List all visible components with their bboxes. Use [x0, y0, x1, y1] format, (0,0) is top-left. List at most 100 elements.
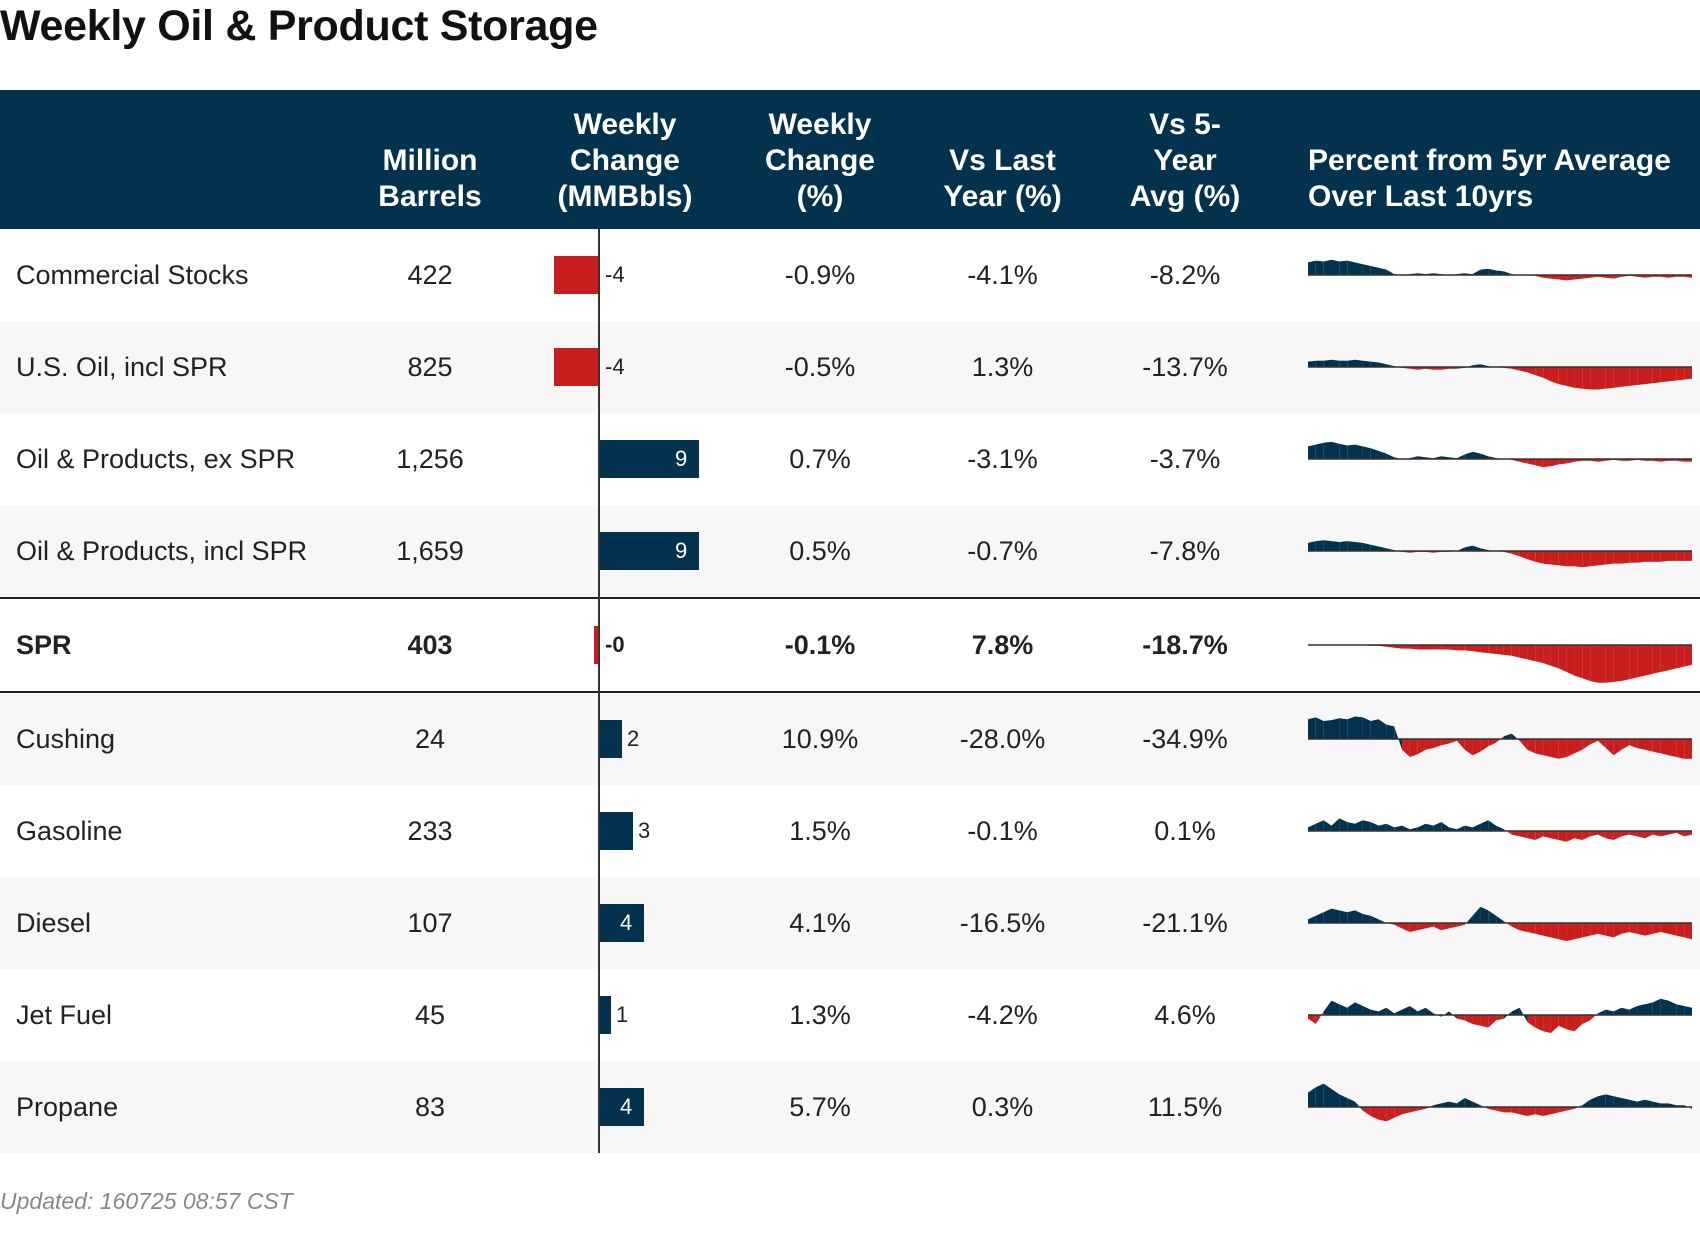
sparkline-segment: [1378, 719, 1387, 739]
sparkline-segment: [1323, 1000, 1332, 1015]
sparkline-segment: [1472, 1015, 1481, 1026]
sparkline-segment: [1331, 541, 1340, 551]
weekly-change-bar: [594, 626, 598, 664]
weekly-change-bar: [554, 256, 598, 294]
sparkline-segment: [1456, 645, 1465, 651]
sparkline-segment: [1519, 645, 1528, 660]
storage-table: Million Barrels Weekly Change (MMBbls) W…: [0, 90, 1700, 1153]
sparkline-chart: [1308, 540, 1692, 568]
weekly-change-label: -4: [605, 354, 625, 379]
sparkline-segment: [1347, 1002, 1356, 1015]
sparkline-segment: [1550, 551, 1559, 566]
sparkline-segment: [1597, 645, 1606, 683]
sparkline-segment: [1331, 441, 1340, 459]
sparkline-segment: [1339, 818, 1348, 831]
sparkline-segment: [1323, 1083, 1332, 1107]
row-barrels: 403: [407, 630, 453, 660]
sparkline-segment: [1402, 825, 1410, 831]
sparkline-segment: [1676, 923, 1685, 938]
sparkline-segment: [1684, 367, 1692, 380]
sparkline-segment: [1394, 1009, 1403, 1015]
sparkline-segment: [1637, 923, 1645, 936]
sparkline-segment: [1676, 551, 1685, 561]
sparkline-segment: [1488, 1107, 1497, 1111]
row-vs-5yr: 11.5%: [1147, 1092, 1223, 1122]
row-vs-5yr: -34.9%: [1142, 724, 1228, 754]
sparkline-segment: [1308, 1087, 1316, 1107]
sparkline-segment: [1574, 923, 1583, 940]
sparkline-segment: [1308, 541, 1316, 551]
sparkline-segment: [1574, 645, 1583, 679]
sparkline-segment: [1597, 1094, 1606, 1107]
sparkline-segment: [1652, 923, 1661, 934]
sparkline-segment: [1456, 739, 1465, 750]
sparkline-segment: [1308, 1015, 1316, 1024]
sparkline-chart: [1308, 359, 1692, 390]
sparkline-segment: [1582, 1015, 1591, 1024]
row-vs-5yr: 0.1%: [1154, 816, 1216, 846]
sparkline-segment: [1597, 739, 1606, 748]
sparkline-segment: [1590, 739, 1598, 745]
sparkline-segment: [1464, 825, 1473, 831]
sparkline-segment: [1511, 367, 1520, 371]
bar-zero-axis: [598, 229, 600, 1153]
row-name: U.S. Oil, incl SPR: [16, 352, 228, 382]
row-barrels: 45: [414, 1000, 446, 1030]
row-vs-5yr: -21.1%: [1142, 908, 1228, 938]
sparkline-segment: [1629, 551, 1638, 563]
weekly-change-bar: [600, 440, 699, 478]
sparkline-segment: [1472, 645, 1481, 653]
weekly-change-label: 4: [620, 910, 633, 935]
sparkline-segment: [1378, 546, 1387, 551]
sparkline-segment: [1637, 831, 1645, 839]
sparkline-segment: [1543, 1015, 1551, 1033]
row-vs-last-year: -0.1%: [967, 816, 1038, 846]
row-change-pct: 10.9%: [781, 724, 859, 754]
row-vs-last-year: -3.1%: [967, 444, 1038, 474]
sparkline-segment: [1355, 542, 1363, 551]
sparkline-segment: [1503, 921, 1512, 927]
sparkline-segment: [1362, 820, 1371, 831]
sparkline-segment: [1519, 739, 1528, 750]
sparkline-segment: [1394, 825, 1403, 831]
sparkline-segment: [1355, 359, 1363, 367]
sparkline-segment: [1394, 645, 1403, 649]
sparkline-segment: [1621, 923, 1630, 934]
sparkline-segment: [1394, 923, 1403, 929]
sparkline-segment: [1370, 1009, 1379, 1015]
sparkline-segment: [1535, 645, 1544, 663]
sparkline-segment: [1449, 645, 1457, 651]
row-vs-5yr: -3.7%: [1149, 444, 1221, 474]
sparkline-segment: [1315, 1083, 1324, 1107]
row-name: Diesel: [16, 908, 92, 938]
sparkline-segment: [1676, 831, 1685, 837]
sparkline-segment: [1362, 914, 1371, 923]
sparkline-segment: [1527, 1107, 1536, 1116]
sparkline-segment: [1652, 367, 1661, 384]
sparkline-segment: [1527, 1015, 1536, 1028]
sparkline-segment: [1535, 1107, 1544, 1116]
sparkline-segment: [1417, 645, 1426, 650]
sparkline-segment: [1543, 739, 1551, 757]
row-barrels: 1,256: [396, 444, 464, 474]
row-barrels: 825: [407, 352, 453, 382]
sparkline-segment: [1370, 544, 1379, 551]
sparkline-segment: [1386, 453, 1395, 459]
sparkline-segment: [1558, 1015, 1567, 1030]
sparkline-segment: [1550, 459, 1559, 467]
sparkline-chart: [1308, 1083, 1692, 1122]
sparkline-segment: [1449, 1101, 1457, 1107]
table-row: Cushing 24 10.9% -28.0% -34.9% 2: [0, 693, 1700, 785]
sparkline-segment: [1480, 1015, 1489, 1028]
sparkline-segment: [1378, 823, 1387, 831]
sparkline-chart: [1308, 906, 1692, 941]
sparkline-segment: [1323, 359, 1332, 367]
sparkline-segment: [1441, 822, 1450, 831]
sparkline-segment: [1449, 739, 1457, 744]
sparkline-segment: [1355, 716, 1363, 739]
row-vs-last-year: -4.2%: [967, 1000, 1038, 1030]
sparkline-segment: [1543, 645, 1551, 666]
sparkline-segment: [1370, 361, 1379, 367]
sparkline-segment: [1558, 645, 1567, 672]
sparkline-segment: [1621, 645, 1630, 681]
